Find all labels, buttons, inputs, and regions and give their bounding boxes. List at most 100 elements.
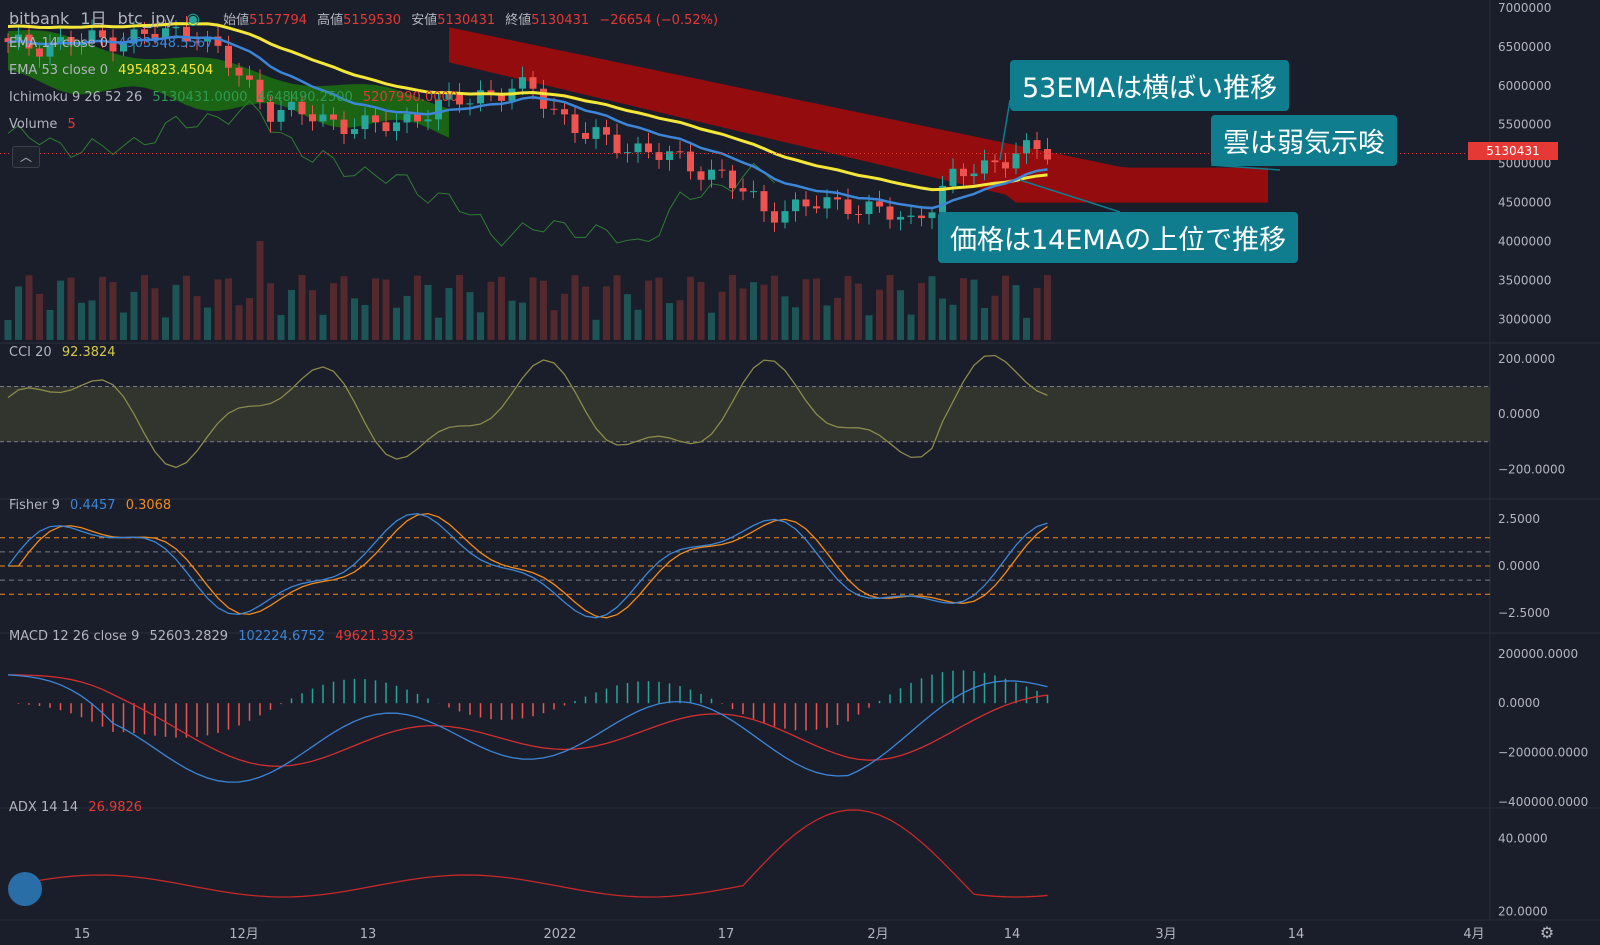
- candle-body: [865, 201, 873, 215]
- candle-body: [414, 114, 421, 122]
- symbol-header[interactable]: bitbank 1日 btc_jpy ◉ 始値5157794 高値5159530…: [9, 5, 730, 29]
- time-axis-tick: 4月: [1463, 927, 1484, 942]
- candle-body: [960, 168, 967, 177]
- candle-body: [949, 168, 957, 186]
- callout-ema53-pointer: [999, 99, 1011, 161]
- fisher-legend[interactable]: Fisher 9 0.4457 0.3068: [9, 498, 177, 513]
- volume-bar: [655, 277, 663, 340]
- candle-body: [876, 201, 883, 207]
- market-status-icon: ◉: [186, 9, 200, 28]
- volume-bar: [183, 275, 190, 340]
- volume-bar: [351, 298, 358, 340]
- price-axis-tick: 6000000: [1498, 79, 1551, 93]
- fisher-trigger-line: [8, 512, 1048, 619]
- callout-price-pointer: [1019, 179, 1121, 213]
- fisher-value-1: 0.4457: [70, 498, 116, 513]
- candle-body: [67, 37, 75, 46]
- price-axis-tick: 3500000: [1498, 274, 1551, 288]
- candle-body: [970, 173, 978, 177]
- volume-bar: [834, 297, 841, 340]
- volume-bar: [193, 296, 201, 340]
- candle-body: [771, 211, 778, 223]
- volume-bar: [897, 290, 904, 340]
- time-axis-tick: 14: [1004, 927, 1021, 942]
- ema14-label: EMA 14 close 0: [9, 36, 109, 51]
- candle-body: [267, 101, 274, 122]
- candle-body: [739, 188, 747, 192]
- tradingview-logo-icon[interactable]: [8, 872, 42, 906]
- ema14-legend[interactable]: EMA 14 close 0 4903348.5567: [9, 36, 219, 51]
- interval-label[interactable]: 1日: [80, 9, 107, 28]
- ichimoku-cloud-bullish: [8, 30, 449, 138]
- candle-body: [498, 93, 505, 101]
- ema53-label: EMA 53 close 0: [9, 63, 109, 78]
- volume-bar: [561, 293, 568, 340]
- cci-axis-tick: 200.0000: [1498, 352, 1555, 366]
- volume-bar: [277, 315, 285, 340]
- candle-body: [1033, 140, 1041, 150]
- macd-axis-tick: −200000.0000: [1498, 746, 1588, 760]
- adx-line: [7, 809, 1048, 898]
- candle-body: [750, 191, 757, 193]
- collapse-legend-button[interactable]: ︿: [12, 146, 40, 168]
- adx-legend[interactable]: ADX 14 14 26.9826: [9, 800, 148, 815]
- volume-bar: [235, 305, 243, 340]
- volume-bar: [666, 303, 673, 340]
- volume-bar: [918, 283, 925, 340]
- volume-bar: [109, 281, 117, 340]
- time-axis-tick: 13: [360, 927, 377, 942]
- volume-bar: [1002, 275, 1009, 340]
- price-axis-tick: 7000000: [1498, 1, 1551, 15]
- candle-body: [697, 171, 705, 180]
- candle-body: [130, 29, 138, 44]
- volume-bar: [697, 282, 705, 340]
- volume-bar: [718, 291, 726, 340]
- candle-body: [603, 127, 610, 135]
- candle-body: [1002, 162, 1009, 169]
- time-axis-tick: 15: [74, 927, 91, 942]
- candle-body: [109, 37, 117, 52]
- volume-bar: [456, 275, 463, 340]
- macd-legend[interactable]: MACD 12 26 close 9 52603.2829 102224.675…: [9, 629, 420, 644]
- candle-body: [435, 99, 442, 120]
- macd-value: 102224.6752: [238, 629, 326, 644]
- volume-bar: [676, 300, 684, 340]
- volume-bar: [907, 314, 915, 340]
- volume-bar: [540, 280, 547, 340]
- open-label: 始値: [223, 13, 250, 28]
- candle-body: [1012, 153, 1020, 169]
- volume-bar: [361, 305, 369, 340]
- volume-bar: [645, 280, 652, 340]
- volume-bar: [414, 275, 421, 340]
- cci-axis-tick: 0.0000: [1498, 407, 1540, 421]
- ema14-value: 4903348.5567: [118, 36, 214, 51]
- candle-body: [708, 169, 715, 180]
- adx-axis-tick: 40.0000: [1498, 831, 1548, 845]
- macd-line: [7, 674, 1048, 783]
- candle-body: [235, 67, 243, 76]
- candle-body: [487, 90, 495, 94]
- last-price-tag: 5130431: [1468, 142, 1558, 160]
- volume-bar: [288, 289, 295, 340]
- candle-body: [214, 36, 222, 46]
- candle-body: [991, 160, 999, 163]
- volume-bar: [1044, 275, 1051, 340]
- gear-icon[interactable]: ⚙: [1539, 923, 1555, 942]
- volume-bar: [760, 284, 768, 340]
- ema53-legend[interactable]: EMA 53 close 0 4954823.4504: [9, 63, 219, 78]
- candle-body: [844, 199, 852, 214]
- candle-body: [928, 212, 936, 219]
- cci-label: CCI 20: [9, 345, 52, 360]
- candle-body: [519, 77, 526, 89]
- change-value: −26654 (−0.52%): [599, 13, 719, 28]
- cci-legend[interactable]: CCI 20 92.3824: [9, 345, 122, 360]
- candle-body: [897, 216, 904, 220]
- ichimoku-legend[interactable]: Ichimoku 9 26 52 26 5130431.0000 4648490…: [9, 90, 464, 105]
- candle-body: [813, 206, 820, 209]
- candle-body: [666, 151, 673, 160]
- symbol-name[interactable]: btc_jpy: [117, 9, 175, 28]
- volume-legend[interactable]: Volume 5: [9, 117, 82, 132]
- volume-bar: [162, 317, 169, 340]
